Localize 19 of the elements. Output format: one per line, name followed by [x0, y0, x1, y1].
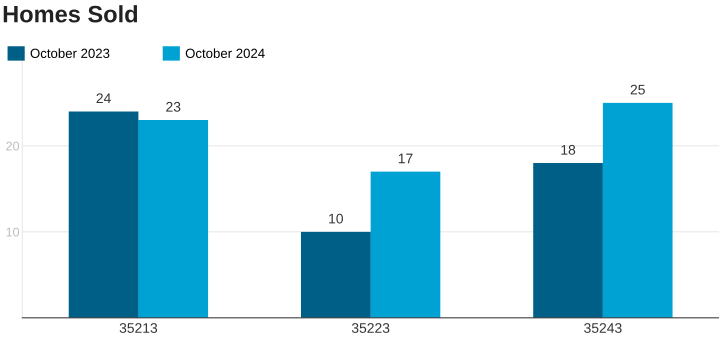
data-label: 17: [398, 154, 413, 164]
legend-label: October 2024: [186, 48, 265, 58]
bar: [602, 102, 673, 318]
data-label: 23: [166, 102, 180, 112]
data-label: 24: [96, 93, 111, 104]
data-label: 18: [561, 144, 576, 155]
bar: [138, 120, 208, 318]
data-label: 10: [329, 214, 343, 224]
y-tick-label: 20: [6, 142, 20, 151]
bar: [68, 111, 138, 318]
legend-label: October 2023: [30, 48, 110, 58]
x-tick-label: 35213: [120, 323, 158, 333]
bar: [533, 163, 603, 318]
x-tick-label: 35243: [584, 323, 622, 333]
bar: [370, 172, 440, 318]
data-label: 25: [630, 84, 645, 95]
bar: [300, 232, 371, 318]
chart-title: Homes Sold: [4, 5, 138, 23]
x-tick-label: 35223: [352, 323, 390, 333]
